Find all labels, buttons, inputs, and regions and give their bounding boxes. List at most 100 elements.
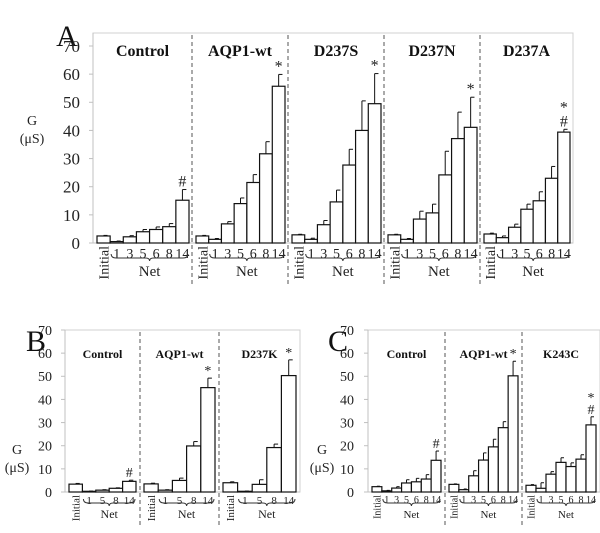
category-label: 1 — [404, 247, 411, 262]
net-bracket — [305, 253, 381, 262]
bar — [175, 199, 190, 244]
category-label: 1 — [212, 247, 219, 262]
bar — [477, 459, 490, 493]
bar — [520, 208, 534, 244]
bar — [271, 85, 286, 244]
category-label: 1 — [86, 495, 92, 507]
category-label: 8 — [191, 495, 197, 507]
bar — [545, 473, 557, 493]
category-label: Initial — [449, 495, 460, 519]
category-label: 14 — [124, 495, 136, 507]
y-tick-label: 0 — [347, 486, 354, 501]
category-label: Initial — [196, 246, 211, 280]
net-bracket — [110, 253, 189, 262]
net-label: Net — [332, 264, 354, 280]
bar — [430, 459, 442, 493]
y-tick-label: 10 — [340, 463, 354, 478]
bar — [507, 226, 522, 244]
category-label: 8 — [271, 495, 277, 507]
category-label: 5 — [404, 495, 409, 506]
bar — [329, 201, 344, 244]
group-title: D237S — [314, 43, 359, 60]
significance-asterisk: * — [285, 346, 292, 361]
category-label: 5 — [333, 247, 340, 262]
category-label: 1 — [384, 495, 389, 506]
net-bracket — [158, 498, 215, 507]
bar — [387, 234, 402, 244]
y-axis-label: G — [27, 114, 37, 129]
category-label: Initial — [484, 246, 499, 280]
net-label: Net — [558, 509, 574, 521]
bar — [251, 483, 268, 493]
category-label: 3 — [471, 495, 476, 506]
y-axis-unit: (μS) — [20, 132, 45, 147]
net-bracket — [536, 498, 596, 507]
category-label: Initial — [527, 495, 538, 519]
significance-hash: # — [433, 437, 440, 452]
y-tick-label: 30 — [38, 416, 52, 431]
bar — [220, 223, 235, 244]
category-label: 5 — [429, 247, 436, 262]
panel-letter: B — [26, 325, 46, 358]
net-label: Net — [428, 264, 450, 280]
significance-asterisk: * — [204, 364, 211, 379]
category-label: 8 — [166, 247, 173, 262]
y-tick-label: 70 — [340, 324, 354, 339]
category-label: Initial — [146, 495, 158, 521]
bar — [96, 235, 111, 244]
significance-asterisk: * — [560, 99, 568, 116]
y-axis-unit: (μS) — [5, 461, 30, 476]
category-label: 14 — [586, 495, 596, 506]
category-label: 3 — [416, 247, 423, 262]
category-label: 8 — [501, 495, 506, 506]
category-label: 3 — [394, 495, 399, 506]
net-label: Net — [403, 509, 419, 521]
category-label: 14 — [508, 495, 518, 506]
bar — [483, 233, 497, 244]
category-label: 14 — [202, 495, 214, 507]
y-tick-label: 40 — [63, 121, 80, 140]
bar — [555, 461, 567, 493]
significance-hash: # — [560, 113, 568, 130]
bar — [367, 103, 382, 244]
significance-hash: # — [178, 174, 186, 191]
group-d237k: D237K Initial 1 5 8 14 * Net — [218, 332, 297, 528]
bar — [135, 231, 151, 244]
bar — [266, 446, 282, 493]
category-label: 14 — [175, 247, 189, 262]
bar — [557, 131, 571, 244]
bar — [458, 489, 470, 493]
bar — [246, 181, 261, 244]
bar — [400, 238, 415, 244]
significance-asterisk: * — [275, 58, 283, 75]
group-title: AQP1-wt — [460, 347, 508, 361]
group-title: AQP1-wt — [208, 43, 273, 60]
bar — [507, 375, 519, 493]
category-label: 8 — [548, 247, 555, 262]
category-label: 3 — [224, 247, 231, 262]
bar — [222, 482, 239, 493]
y-tick-label: 10 — [63, 206, 80, 225]
category-label: 6 — [153, 247, 160, 262]
category-label: 1 — [113, 247, 120, 262]
bar — [544, 177, 559, 244]
category-label: 3 — [320, 247, 327, 262]
bar — [143, 483, 159, 493]
bar — [258, 153, 273, 244]
bar — [171, 479, 188, 493]
y-tick-label: 10 — [38, 463, 52, 478]
category-label: 5 — [140, 247, 147, 262]
bar — [109, 240, 124, 244]
net-bracket — [496, 253, 570, 262]
category-label: 8 — [113, 495, 119, 507]
y-tick-label: 30 — [63, 150, 80, 169]
category-label: 3 — [549, 495, 554, 506]
y-axis-label: G — [317, 443, 327, 458]
significance-hash: # — [588, 403, 595, 418]
bar — [148, 228, 164, 244]
group-aqp1-wt: AQP1-wt Initial 1 5 8 14 * Net — [139, 332, 216, 528]
category-label: 5 — [237, 247, 244, 262]
